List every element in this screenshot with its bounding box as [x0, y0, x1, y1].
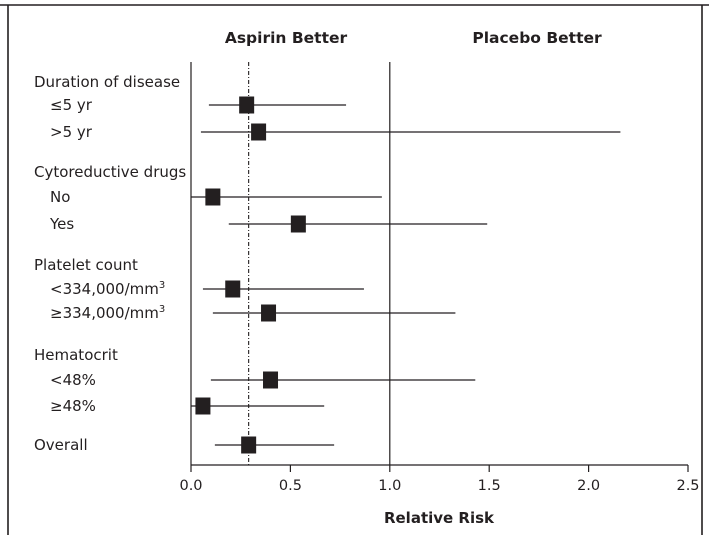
header-aspirin-better: Aspirin Better — [225, 29, 348, 47]
superscript: 3 — [159, 280, 165, 291]
row-label: ≥48% — [50, 397, 96, 415]
row-label-text: ≥334,000/mm — [50, 304, 159, 322]
point-estimate — [241, 436, 257, 454]
point-estimate — [195, 397, 211, 415]
row-label: ≤5 yr — [50, 96, 93, 114]
row-label-text: ≥48% — [50, 397, 96, 415]
point-estimate — [205, 188, 221, 206]
header-placebo-better: Placebo Better — [472, 29, 602, 47]
row-label-text: Overall — [34, 436, 88, 454]
x-tick-label: 1.0 — [378, 478, 401, 494]
row-label-text: <334,000/mm — [50, 280, 159, 298]
row-label-text: >5 yr — [50, 123, 93, 141]
point-estimate — [251, 123, 267, 141]
forest-rows: Duration of disease ≤5 yr >5 yr Cytoreducti… — [34, 73, 621, 454]
row-label: <334,000/mm3 — [50, 280, 165, 298]
x-tick-label: 0.0 — [179, 478, 202, 494]
x-tick-label: 2.5 — [676, 478, 699, 494]
point-estimate — [263, 371, 279, 389]
row-label: ≥334,000/mm3 — [50, 304, 165, 322]
point-estimate — [239, 96, 255, 114]
point-estimate — [261, 304, 277, 322]
row-label: No — [50, 188, 70, 206]
point-estimate — [225, 280, 241, 298]
row-label-text: <48% — [50, 371, 96, 389]
row-label-text: ≤5 yr — [50, 96, 93, 114]
group-label: Duration of disease — [34, 73, 180, 91]
superscript: 3 — [159, 304, 165, 315]
x-tick-label: 0.5 — [279, 478, 302, 494]
x-axis-label: Relative Risk — [384, 509, 495, 527]
row-label: <48% — [50, 371, 96, 389]
row-label: >5 yr — [50, 123, 93, 141]
x-tick-label: 2.0 — [577, 478, 600, 494]
x-tick-label: 1.5 — [478, 478, 501, 494]
group-label: Platelet count — [34, 256, 138, 274]
row-label-text: No — [50, 188, 70, 206]
row-label: Yes — [49, 215, 74, 233]
group-label: Cytoreductive drugs — [34, 163, 186, 181]
row-label-text: Yes — [49, 215, 74, 233]
point-estimate — [290, 215, 306, 233]
row-label: Overall — [34, 436, 88, 454]
group-label: Hematocrit — [34, 346, 118, 364]
x-axis-ticks: 0.0 0.5 1.0 1.5 2.0 2.5 — [179, 465, 700, 494]
